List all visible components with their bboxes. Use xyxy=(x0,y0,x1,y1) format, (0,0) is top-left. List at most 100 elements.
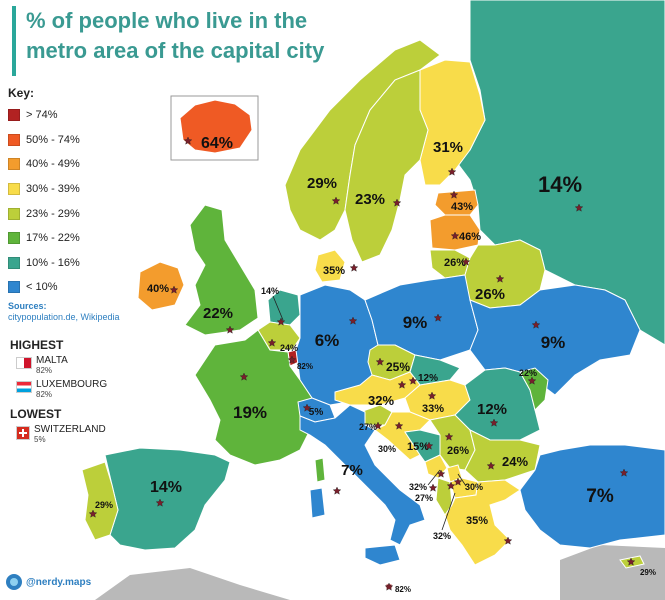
legend-label: < 10% xyxy=(26,281,58,294)
label-sweden: 23% xyxy=(355,191,385,208)
leader-north-macedonia xyxy=(441,492,456,531)
label-north-macedonia: 32% xyxy=(433,531,451,541)
capital-star-icon xyxy=(225,325,235,334)
label-greece: 35% xyxy=(466,515,488,527)
label-malta: 82% xyxy=(395,585,411,594)
lowest-heading: LOWEST xyxy=(10,407,62,421)
label-netherlands: 14% xyxy=(261,286,279,296)
label-germany: 6% xyxy=(315,331,340,350)
flag-pct: 82% xyxy=(36,366,53,375)
legend-item: 50% - 74% xyxy=(8,128,138,153)
capital-star-icon xyxy=(527,376,537,385)
region-uk xyxy=(184,204,259,336)
legend-swatch xyxy=(8,158,20,171)
switzerland-flag-icon xyxy=(16,426,30,440)
capital-star-icon xyxy=(424,441,434,450)
label-romania: 12% xyxy=(477,401,507,418)
leader-kosovo xyxy=(457,473,467,487)
region-moldova xyxy=(519,367,549,411)
label-lithuania: 26% xyxy=(444,257,466,269)
flag-pct: 5% xyxy=(34,435,46,444)
north-africa-land xyxy=(95,568,290,600)
label-hungary: 33% xyxy=(422,403,444,415)
legend-item: < 10% xyxy=(8,275,138,300)
label-italy: 7% xyxy=(341,462,363,479)
flag-name: MALTA xyxy=(36,355,68,366)
capital-star-icon xyxy=(276,317,286,326)
capital-star-icon xyxy=(531,320,541,329)
legend-label: 17% - 22% xyxy=(26,232,80,245)
lowest-item-switzerland: SWITZERLAND 5% xyxy=(16,424,106,444)
capital-star-icon xyxy=(349,263,359,272)
region-sardinia xyxy=(309,487,326,519)
label-slovenia: 27% xyxy=(359,422,377,432)
legend-label: 30% - 39% xyxy=(26,183,80,196)
capital-star-icon xyxy=(449,190,459,199)
globe-icon xyxy=(6,574,22,590)
legend-swatch xyxy=(8,281,20,294)
capital-star-icon xyxy=(331,196,341,205)
label-turkey: 7% xyxy=(586,486,614,507)
legend-item: 23% - 29% xyxy=(8,201,138,226)
label-france: 19% xyxy=(233,403,267,422)
sources-label: Sources: xyxy=(8,301,47,311)
label-cyprus: 29% xyxy=(640,568,656,577)
capital-star-icon xyxy=(495,274,505,283)
capital-star-icon xyxy=(302,403,312,412)
label-albania: 27% xyxy=(415,493,433,503)
malta-flag-icon xyxy=(16,357,32,369)
region-greece xyxy=(444,479,521,566)
capital-star-icon xyxy=(444,432,454,441)
label-belgium: 24% xyxy=(280,343,298,353)
legend: Key: > 74% 50% - 74% 40% - 49% 30% - 39%… xyxy=(8,86,138,300)
legend-swatch xyxy=(8,109,20,122)
region-sicily xyxy=(364,544,401,566)
flag-pct: 82% xyxy=(36,390,53,399)
leader-netherlands xyxy=(272,295,284,321)
capital-star-icon xyxy=(332,486,342,495)
label-denmark: 35% xyxy=(323,265,345,277)
legend-item: > 74% xyxy=(8,103,138,128)
title-line-2: metro area of the capital city xyxy=(26,38,325,63)
sources-text: citypopulation.de, Wikipedia xyxy=(8,312,120,322)
capital-star-icon xyxy=(375,357,385,366)
capital-star-icon xyxy=(489,418,499,427)
capital-star-icon xyxy=(619,468,629,477)
region-ireland xyxy=(137,261,185,311)
label-bulgaria: 24% xyxy=(502,454,528,469)
label-finland: 31% xyxy=(433,139,463,156)
flag-name: SWITZERLAND xyxy=(34,424,106,435)
capital-star-icon xyxy=(447,167,457,176)
label-croatia: 30% xyxy=(378,444,396,454)
highest-item-malta: MALTA 82% xyxy=(16,355,68,375)
legend-heading: Key: xyxy=(8,86,35,100)
capital-star-icon xyxy=(453,477,463,486)
capital-star-icon xyxy=(574,203,584,212)
leader-montenegro xyxy=(427,469,441,486)
capital-star-icon xyxy=(88,509,98,518)
capital-star-icon xyxy=(287,355,297,364)
label-serbia: 26% xyxy=(447,445,469,457)
capital-star-icon xyxy=(384,582,394,591)
label-uk: 22% xyxy=(203,305,233,322)
capital-star-icon xyxy=(436,469,446,478)
label-iceland: 64% xyxy=(201,135,233,152)
luxembourg-flag-icon xyxy=(16,381,32,393)
title-block: % of people who live in the metro area o… xyxy=(12,6,386,76)
label-latvia: 46% xyxy=(459,231,481,243)
capital-star-icon xyxy=(397,380,407,389)
label-bosnia: 15% xyxy=(407,441,429,453)
label-norway: 29% xyxy=(307,175,337,192)
region-portugal xyxy=(81,461,119,541)
highest-item-luxembourg: LUXEMBOURG 82% xyxy=(16,379,107,399)
capital-star-icon xyxy=(461,257,471,266)
capital-star-icon xyxy=(239,372,249,381)
capital-star-icon xyxy=(450,231,460,240)
legend-swatch xyxy=(8,207,20,220)
highest-heading: HIGHEST xyxy=(10,338,64,352)
region-sweden xyxy=(344,69,429,263)
legend-item: 10% - 16% xyxy=(8,251,138,276)
label-portugal: 29% xyxy=(95,500,113,510)
